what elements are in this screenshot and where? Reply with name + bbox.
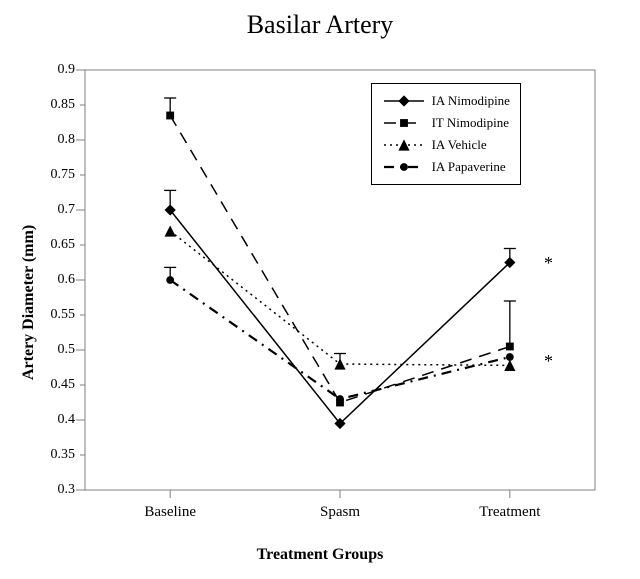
- x-tick-label: Baseline: [120, 504, 220, 521]
- y-tick-label: 0.8: [35, 132, 75, 148]
- legend-swatch: [382, 94, 426, 108]
- y-tick-label: 0.3: [35, 482, 75, 498]
- legend-label: IA Nimodipine: [432, 93, 510, 109]
- y-tick-label: 0.5: [35, 342, 75, 358]
- x-tick-label: Spasm: [290, 504, 390, 521]
- y-tick-label: 0.6: [35, 272, 75, 288]
- annotation-star: *: [544, 253, 553, 274]
- legend-swatch: [382, 160, 426, 174]
- y-tick-label: 0.85: [35, 97, 75, 113]
- chart-container: Basilar Artery Artery Diameter (mm) Trea…: [0, 0, 640, 579]
- legend: IA Nimodipine IT Nimodipine IA Vehicle IA P…: [371, 83, 521, 185]
- legend-swatch: [382, 138, 426, 152]
- y-tick-label: 0.45: [35, 377, 75, 393]
- y-tick-label: 0.35: [35, 447, 75, 463]
- y-tick-label: 0.55: [35, 307, 75, 323]
- x-tick-label: Treatment: [460, 504, 560, 521]
- legend-item: IT Nimodipine: [382, 112, 510, 134]
- annotation-star: *: [544, 351, 553, 372]
- legend-item: IA Nimodipine: [382, 90, 510, 112]
- y-tick-label: 0.75: [35, 167, 75, 183]
- legend-label: IA Papaverine: [432, 159, 506, 175]
- legend-swatch: [382, 116, 426, 130]
- y-tick-label: 0.4: [35, 412, 75, 428]
- y-tick-label: 0.7: [35, 202, 75, 218]
- y-tick-label: 0.65: [35, 237, 75, 253]
- y-tick-label: 0.9: [35, 62, 75, 78]
- legend-label: IA Vehicle: [432, 137, 487, 153]
- chart-plot: [0, 0, 640, 579]
- legend-item: IA Papaverine: [382, 156, 510, 178]
- legend-label: IT Nimodipine: [432, 115, 509, 131]
- legend-item: IA Vehicle: [382, 134, 510, 156]
